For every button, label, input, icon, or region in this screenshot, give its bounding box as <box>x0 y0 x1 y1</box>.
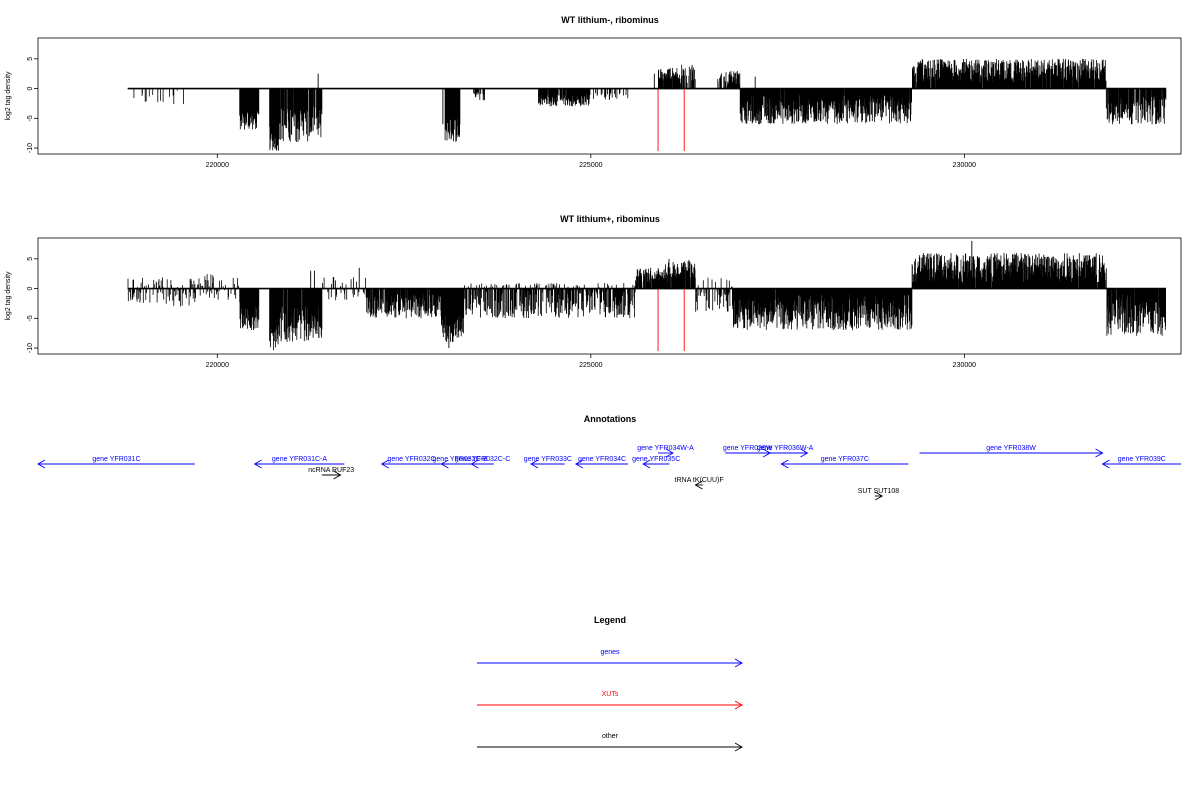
annotation-feature: gene YFR032C <box>380 456 442 469</box>
panel-1-x-axis: 220000 225000 230000 <box>206 154 976 169</box>
annotations-title: Annotations <box>584 414 637 424</box>
feature-arrowhead <box>380 459 389 469</box>
feature-label: SUT SUT108 <box>858 488 900 495</box>
legend-entries: genes XUTs other <box>477 649 743 752</box>
feature-label: gene YFR033C <box>524 456 572 463</box>
y-tick-label: 5 <box>27 257 34 261</box>
legend-label: XUTs <box>602 691 619 698</box>
annotation-feature: gene YFR034C <box>574 456 629 469</box>
feature-arrowhead <box>665 448 674 458</box>
feature-label: gene YFR031C-A <box>272 456 327 463</box>
feature-arrowhead <box>1095 448 1104 458</box>
feature-label: gene YFR032C-C <box>455 456 511 463</box>
annotation-feature: gene YFR039C <box>1101 456 1181 469</box>
y-tick-label: 5 <box>27 57 34 61</box>
feature-label: gene YFR032C-B <box>433 456 488 463</box>
feature-arrowhead <box>574 459 584 469</box>
panel-2-y-axis: -10 -5 0 5 <box>27 257 38 353</box>
feature-arrowhead <box>642 459 651 469</box>
annotation-feature: tRNA tK(CUU)F <box>675 477 724 490</box>
legend-entry: other <box>477 733 743 752</box>
legend-label: other <box>602 733 619 740</box>
x-tick-label: 220000 <box>206 162 229 169</box>
annotation-features: gene YFR031C gene YFR031C-A gene YFR032Cge… <box>37 445 1181 501</box>
feature-label: gene YFR034C <box>578 456 626 463</box>
annotation-feature: gene YFR036W-A <box>757 445 814 458</box>
panel-1-frame <box>37 37 1182 155</box>
feature-arrowhead <box>253 459 262 469</box>
panel-2-y-label: log2 tag density <box>5 271 12 321</box>
panel-lithium-plus: WT lithium+, ribominus -10 -5 0 5 220000 225… <box>5 214 1182 369</box>
legend-label: genes <box>600 649 620 656</box>
panel-1-title: WT lithium-, ribominus <box>561 15 659 25</box>
feature-arrowhead <box>470 459 479 469</box>
feature-label: ncRNA RUF23 <box>308 467 354 474</box>
y-tick-label: -5 <box>27 115 34 121</box>
feature-arrowhead <box>800 448 809 458</box>
feature-label: gene YFR031C <box>92 456 140 463</box>
annotation-feature: gene YFR031C-A <box>253 456 345 469</box>
feature-arrowhead <box>37 459 46 469</box>
y-tick-label: -10 <box>27 143 34 153</box>
panel-2-bars <box>127 240 1166 351</box>
density-bars <box>133 58 1167 151</box>
x-tick-label: 220000 <box>206 362 229 369</box>
annotations-track: Annotations gene YFR031C gene YFR031C-A ge… <box>37 414 1181 501</box>
legend-entry: genes <box>477 649 743 668</box>
panel-1-y-label: log2 tag density <box>5 71 12 121</box>
feature-label: gene YFR035C <box>632 456 680 463</box>
panel-2-x-axis: 220000 225000 230000 <box>206 354 976 369</box>
x-tick-label: 230000 <box>953 362 976 369</box>
y-tick-label: -10 <box>27 343 34 353</box>
panel-lithium-minus: WT lithium-, ribominus -10 -5 0 5 220000 225… <box>5 15 1182 169</box>
annotation-feature: gene YFR031C <box>37 456 195 469</box>
legend-arrowhead <box>734 658 743 668</box>
feature-label: gene YFR034W-A <box>637 445 694 452</box>
feature-arrowhead <box>874 491 884 501</box>
legend: Legend genes XUTs other <box>477 615 743 752</box>
annotation-feature: SUT SUT108 <box>858 488 900 501</box>
annotation-feature: gene YFR037C <box>780 456 909 469</box>
annotation-feature: gene YFR034W-A <box>637 445 694 458</box>
annotation-feature: ncRNA RUF23 <box>308 467 354 480</box>
feature-label: gene YFR036W <box>723 445 773 452</box>
panel-1-y-axis: -10 -5 0 5 <box>27 57 38 153</box>
x-tick-label: 225000 <box>579 362 602 369</box>
panel-1-xut-marks <box>657 88 685 152</box>
feature-label: gene YFR032C <box>387 456 435 463</box>
feature-arrowhead <box>694 480 703 490</box>
feature-label: gene YFR036W-A <box>757 445 814 452</box>
annotation-feature: gene YFR038W <box>919 445 1104 458</box>
x-tick-label: 230000 <box>953 162 976 169</box>
annotation-feature: gene YFR032C-C <box>455 456 511 469</box>
y-tick-label: 0 <box>27 287 34 291</box>
feature-label: tRNA tK(CUU)F <box>675 477 724 484</box>
legend-arrowhead <box>734 742 743 752</box>
legend-arrowhead <box>734 700 743 710</box>
y-tick-label: -5 <box>27 315 34 321</box>
legend-entry: XUTs <box>477 691 743 710</box>
panel-2-xut-marks <box>657 288 685 352</box>
feature-label: gene YFR037C <box>821 456 869 463</box>
annotation-feature: gene YFR033C <box>524 456 572 469</box>
density-bars <box>127 252 1166 351</box>
panel-2-title: WT lithium+, ribominus <box>560 214 660 224</box>
feature-arrowhead <box>1101 459 1110 469</box>
feature-label: gene YFR038W <box>986 445 1036 452</box>
feature-arrowhead <box>780 459 789 469</box>
y-tick-label: 0 <box>27 87 34 91</box>
feature-arrowhead <box>333 470 342 480</box>
x-tick-label: 225000 <box>579 162 602 169</box>
panel-1-bars <box>133 58 1167 151</box>
annotation-feature: gene YFR035C <box>632 456 680 469</box>
legend-title: Legend <box>594 615 626 625</box>
feature-label: gene YFR039C <box>1118 456 1166 463</box>
feature-arrowhead <box>440 459 449 469</box>
panel-2-frame <box>37 237 1182 355</box>
feature-arrowhead <box>530 459 539 469</box>
